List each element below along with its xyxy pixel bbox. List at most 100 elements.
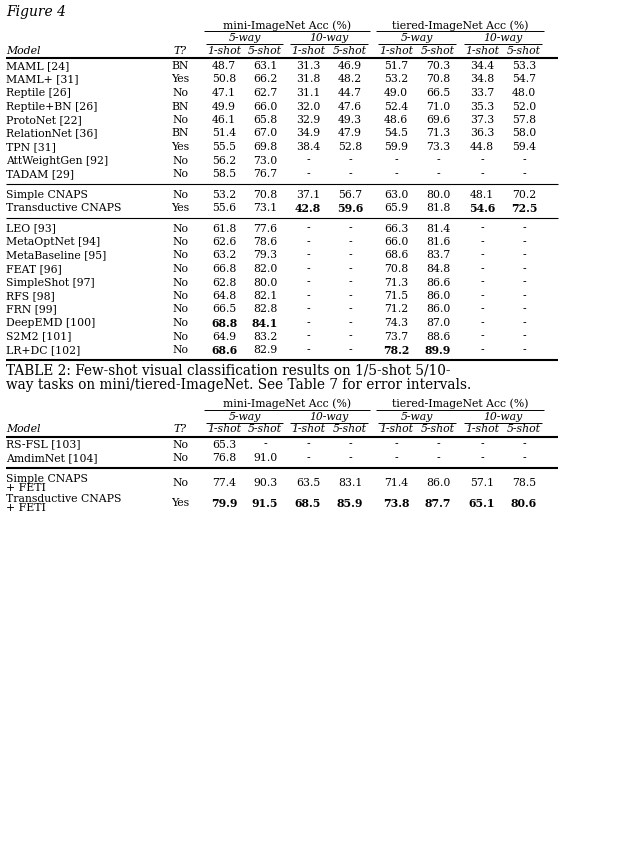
Text: RS-FSL [103]: RS-FSL [103] [6,440,81,449]
Text: -: - [306,345,310,355]
Text: No: No [172,88,188,98]
Text: Yes: Yes [171,74,189,85]
Text: 33.7: 33.7 [470,88,494,98]
Text: No: No [172,453,188,463]
Text: 65.3: 65.3 [212,440,236,449]
Text: 49.3: 49.3 [338,115,362,125]
Text: No: No [172,115,188,125]
Text: 34.9: 34.9 [296,129,320,138]
Text: 37.3: 37.3 [470,115,494,125]
Text: 5-shot: 5-shot [507,46,541,56]
Text: 90.3: 90.3 [253,479,277,488]
Text: -: - [522,224,526,233]
Text: 68.6: 68.6 [384,251,408,261]
Text: 78.5: 78.5 [512,479,536,488]
Text: 38.4: 38.4 [296,142,320,152]
Text: 1-shot: 1-shot [207,46,241,56]
Text: 66.3: 66.3 [384,224,408,233]
Text: -: - [306,169,310,179]
Text: -: - [306,264,310,274]
Text: -: - [348,169,352,179]
Text: 71.5: 71.5 [384,291,408,301]
Text: 63.1: 63.1 [253,61,277,71]
Text: 89.9: 89.9 [425,345,451,356]
Text: 52.0: 52.0 [512,101,536,111]
Text: 91.0: 91.0 [253,453,277,463]
Text: -: - [348,224,352,233]
Text: Transductive CNAPS: Transductive CNAPS [6,493,122,504]
Text: 49.0: 49.0 [384,88,408,98]
Text: 56.2: 56.2 [212,156,236,166]
Text: -: - [348,453,352,463]
Text: -: - [436,453,440,463]
Text: 80.6: 80.6 [511,499,537,510]
Text: -: - [480,332,484,341]
Text: 71.0: 71.0 [426,101,450,111]
Text: 5-way: 5-way [228,411,260,422]
Text: -: - [480,156,484,166]
Text: 91.5: 91.5 [252,499,278,510]
Text: 69.6: 69.6 [426,115,450,125]
Text: 1-shot: 1-shot [379,424,413,435]
Text: No: No [172,169,188,179]
Text: 10-way: 10-way [483,33,523,43]
Text: 66.5: 66.5 [426,88,450,98]
Text: 82.9: 82.9 [253,345,277,355]
Text: -: - [394,440,398,449]
Text: 84.1: 84.1 [252,318,278,329]
Text: 1-shot: 1-shot [379,46,413,56]
Text: 55.6: 55.6 [212,203,236,213]
Text: 58.0: 58.0 [512,129,536,138]
Text: 10-way: 10-way [309,411,349,422]
Text: -: - [480,304,484,314]
Text: -: - [522,251,526,261]
Text: 55.5: 55.5 [212,142,236,152]
Text: -: - [480,453,484,463]
Text: 47.6: 47.6 [338,101,362,111]
Text: mini-ImageNet Acc (%): mini-ImageNet Acc (%) [223,398,351,409]
Text: -: - [522,264,526,274]
Text: 63.0: 63.0 [384,189,408,200]
Text: 64.8: 64.8 [212,291,236,301]
Text: 5-shot: 5-shot [421,424,455,435]
Text: 53.3: 53.3 [512,61,536,71]
Text: 1-shot: 1-shot [291,424,325,435]
Text: Simple CNAPS: Simple CNAPS [6,189,88,200]
Text: -: - [348,156,352,166]
Text: 59.6: 59.6 [337,203,363,214]
Text: -: - [348,318,352,328]
Text: -: - [394,453,398,463]
Text: 47.9: 47.9 [338,129,362,138]
Text: 62.7: 62.7 [253,88,277,98]
Text: 66.5: 66.5 [212,304,236,314]
Text: 79.3: 79.3 [253,251,277,261]
Text: No: No [172,224,188,233]
Text: 32.0: 32.0 [296,101,320,111]
Text: BN: BN [172,129,189,138]
Text: mini-ImageNet Acc (%): mini-ImageNet Acc (%) [223,20,351,30]
Text: 66.2: 66.2 [253,74,277,85]
Text: 83.2: 83.2 [253,332,277,341]
Text: 50.8: 50.8 [212,74,236,85]
Text: 87.0: 87.0 [426,318,450,328]
Text: 78.6: 78.6 [253,237,277,247]
Text: 77.6: 77.6 [253,224,277,233]
Text: -: - [522,318,526,328]
Text: way tasks on mini/tiered-ImageNet. See Table 7 for error intervals.: way tasks on mini/tiered-ImageNet. See T… [6,378,471,392]
Text: -: - [306,156,310,166]
Text: -: - [480,277,484,288]
Text: 5-shot: 5-shot [507,424,541,435]
Text: 78.2: 78.2 [383,345,409,356]
Text: 77.4: 77.4 [212,479,236,488]
Text: 59.4: 59.4 [512,142,536,152]
Text: -: - [348,251,352,261]
Text: 56.7: 56.7 [338,189,362,200]
Text: 61.8: 61.8 [212,224,236,233]
Text: S2M2 [101]: S2M2 [101] [6,332,72,341]
Text: BN: BN [172,101,189,111]
Text: 36.3: 36.3 [470,129,494,138]
Text: 48.7: 48.7 [212,61,236,71]
Text: 44.8: 44.8 [470,142,494,152]
Text: 66.8: 66.8 [212,264,236,274]
Text: 1-shot: 1-shot [291,46,325,56]
